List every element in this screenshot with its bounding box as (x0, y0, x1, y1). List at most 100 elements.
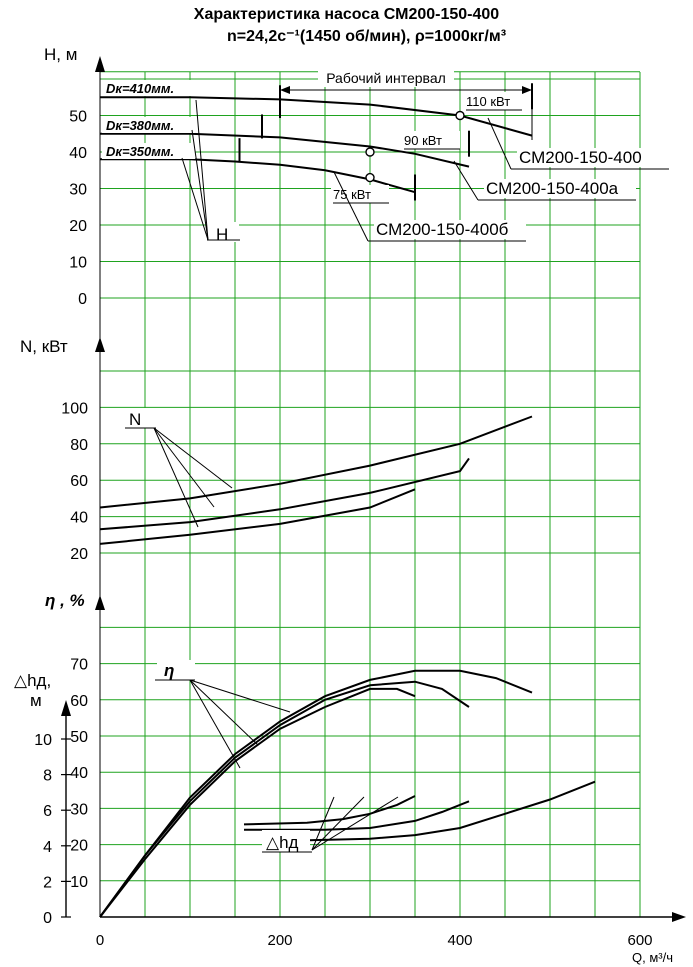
npsh-leader-line (311, 796, 335, 851)
npsh-tick-label: 0 (43, 910, 52, 927)
diameter-label: Dк=380мм. (106, 118, 174, 133)
npsh-axis-unit: м (30, 691, 42, 710)
power-label-bg (464, 92, 522, 110)
head-tick-label: 40 (69, 145, 87, 162)
power-label: 90 кВт (404, 133, 442, 148)
head-tick-label: 10 (69, 255, 87, 272)
y-axis-arrow-head (95, 56, 105, 72)
efficiency-curve-2 (99, 687, 416, 918)
head-curve-label: H (216, 225, 228, 244)
h-leader-line (181, 157, 209, 241)
efficiency-curve-label: η (164, 661, 174, 680)
pump-model-label: СМ200-150-400а (486, 179, 619, 198)
efficiency-axis-label: η , % (45, 591, 85, 610)
npsh-tick-label: 4 (43, 839, 52, 856)
h-label-bg (207, 222, 239, 242)
h-leader-line (191, 129, 209, 241)
power-label-bg (402, 131, 460, 149)
power-curve-1 (99, 457, 470, 531)
head-tick-label: 0 (78, 291, 87, 308)
npsh-curve-label: △hд (266, 833, 299, 852)
head-curve-1 (100, 132, 470, 168)
npsh-curve-1 (244, 800, 470, 831)
npsh-tick-label: 6 (43, 803, 52, 820)
npsh-axis-label: △hд, (14, 671, 51, 690)
power-label: 110 кВт (466, 94, 510, 109)
efficiency-curve-1 (99, 680, 470, 918)
head-curve-0 (100, 96, 533, 137)
eta-label-bg (157, 660, 195, 680)
efficiency-tick-label: 50 (70, 729, 88, 746)
model-label-bg (517, 148, 669, 167)
head-tick-label: 20 (69, 218, 87, 235)
eta-leader-line (189, 679, 291, 713)
x-tick-label: 600 (627, 932, 652, 949)
n-leader-line (153, 427, 199, 528)
x-axis-label: Q, м³/ч (632, 950, 673, 965)
operating-point-marker (365, 147, 375, 157)
diameter-label-bg (102, 80, 195, 96)
working-interval-arrow-left (280, 86, 290, 94)
n-leader-line (153, 427, 215, 508)
n-leader-line (153, 427, 233, 489)
efficiency-tick-label: 40 (70, 765, 88, 782)
x-tick-label: 0 (96, 932, 104, 949)
n-label-bg (123, 408, 151, 428)
npsh-label-bg (262, 830, 310, 852)
diameter-label-bg (102, 117, 195, 133)
operating-point-marker (455, 110, 465, 121)
eta-leader-line (189, 679, 241, 769)
chart-title: Характеристика насоса СМ200-150-400 (193, 6, 500, 23)
efficiency-tick-label: 70 (70, 657, 88, 674)
head-axis-label: H, м (44, 45, 77, 64)
y-axis-arrow-power (95, 337, 105, 352)
power-tick-label: 60 (70, 473, 88, 490)
eta-leader-line (189, 679, 259, 746)
model-label-bg (374, 220, 526, 239)
power-tick-label: 40 (70, 510, 88, 527)
power-axis-label: N, кВт (20, 337, 68, 356)
x-tick-label: 400 (447, 932, 472, 949)
model-leader-line (487, 117, 512, 170)
h-leader-line (195, 99, 209, 241)
diameter-label: Dк=410мм. (106, 81, 174, 96)
pump-model-label: СМ200-150-400б (376, 220, 509, 239)
working-interval-arrow-right (522, 86, 532, 94)
npsh-leader-line (311, 796, 399, 851)
power-tick-label: 100 (61, 400, 88, 417)
npsh-axis-arrow (61, 700, 71, 716)
model-leader-line (333, 171, 369, 242)
power-tick-label: 80 (70, 437, 88, 454)
chart-subtitle: n=24,2c⁻¹(1450 об/мин), ρ=1000кг/м³ (226, 28, 507, 45)
power-curve-2 (99, 488, 416, 545)
power-curve-0 (99, 415, 533, 509)
efficiency-tick-label: 60 (70, 693, 88, 710)
pump-model-label: СМ200-150-400 (519, 148, 642, 167)
npsh-curve-0 (297, 780, 596, 842)
efficiency-tick-label: 30 (70, 801, 88, 818)
diameter-label-bg (102, 143, 195, 159)
model-label-bg (484, 179, 636, 198)
power-label-bg (331, 185, 389, 203)
npsh-curve-2 (243, 795, 416, 826)
head-tick-label: 30 (69, 182, 87, 199)
power-tick-label: 20 (70, 546, 88, 563)
npsh-tick-label: 10 (34, 732, 52, 749)
power-curve-label: N (129, 410, 141, 429)
y-axis-arrow-efficiency (95, 595, 105, 610)
head-tick-label: 50 (69, 109, 87, 126)
npsh-leader-line (311, 796, 365, 851)
x-axis-arrow (672, 912, 686, 922)
npsh-tick-label: 8 (43, 768, 52, 785)
x-tick-label: 200 (267, 932, 292, 949)
model-leader-line (453, 160, 479, 201)
working-interval-label: Рабочий интервал (326, 70, 446, 86)
npsh-tick-label: 2 (43, 874, 52, 891)
power-label: 75 кВт (333, 187, 371, 202)
efficiency-tick-label: 20 (70, 838, 88, 855)
efficiency-curve-0 (99, 669, 533, 918)
working-interval-label-bg (318, 70, 454, 87)
efficiency-tick-label: 10 (70, 874, 88, 891)
diameter-label: Dк=350мм. (106, 144, 174, 159)
